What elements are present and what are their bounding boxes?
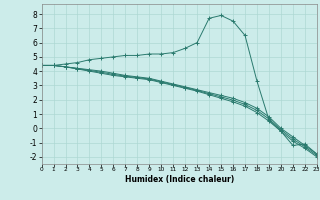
X-axis label: Humidex (Indice chaleur): Humidex (Indice chaleur) [124,175,234,184]
